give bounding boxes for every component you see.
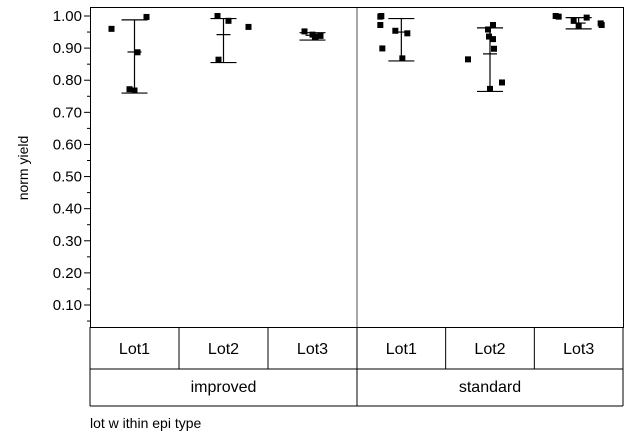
data-point bbox=[143, 13, 150, 20]
data-point bbox=[378, 13, 385, 19]
data-point bbox=[392, 27, 399, 34]
data-point bbox=[485, 26, 491, 33]
y-tick-label: 0.50 bbox=[53, 169, 82, 186]
data-point bbox=[225, 17, 232, 24]
data-point bbox=[487, 85, 493, 92]
data-point bbox=[490, 36, 496, 43]
data-point bbox=[598, 21, 605, 28]
data-point bbox=[317, 32, 324, 39]
data-point bbox=[491, 45, 497, 52]
lot-marks bbox=[108, 13, 150, 94]
data-point bbox=[215, 56, 222, 63]
data-point bbox=[583, 14, 590, 21]
y-axis: 0.10 0.20 0.30 0.40 0.50 0.60 0.70 0.80 0.90 1.00 bbox=[53, 8, 90, 322]
lot-marks bbox=[552, 13, 605, 30]
data-point bbox=[575, 22, 582, 29]
data-point bbox=[214, 13, 221, 19]
x-group-label: standard bbox=[459, 379, 521, 396]
data-point bbox=[486, 33, 492, 40]
data-point bbox=[131, 87, 138, 94]
x-category-label: Lot3 bbox=[563, 341, 594, 358]
y-tick-label: 0.70 bbox=[53, 104, 82, 121]
x-category-label: Lot3 bbox=[297, 341, 328, 358]
data-point bbox=[465, 56, 471, 63]
data-point bbox=[126, 86, 133, 93]
data-point bbox=[570, 17, 577, 24]
y-tick-label: 0.40 bbox=[53, 201, 82, 218]
data-point bbox=[134, 49, 141, 56]
data-point bbox=[377, 21, 384, 28]
data-point bbox=[490, 21, 496, 28]
y-tick-label: 0.10 bbox=[53, 297, 82, 314]
y-tick-label: 0.80 bbox=[53, 72, 82, 89]
data-point bbox=[312, 33, 319, 40]
y-tick-label: 1.00 bbox=[53, 8, 82, 25]
x-category-label: Lot2 bbox=[208, 341, 239, 358]
lot-marks bbox=[465, 21, 505, 93]
lot-marks bbox=[299, 28, 326, 41]
x-axis-title: lot w ithin epi type bbox=[90, 415, 201, 431]
data-point bbox=[245, 23, 252, 30]
y-tick-label: 0.90 bbox=[53, 40, 82, 57]
data-point bbox=[499, 79, 505, 86]
data-point bbox=[108, 25, 115, 32]
data-point bbox=[555, 13, 562, 20]
y-tick-label: 0.20 bbox=[53, 265, 82, 282]
lot-marks bbox=[210, 13, 252, 64]
x-category-label: Lot1 bbox=[386, 341, 417, 358]
y-axis-title: norm yield bbox=[15, 136, 31, 201]
lot-marks bbox=[377, 13, 415, 62]
y-tick-label: 0.60 bbox=[53, 136, 82, 153]
x-category-label: Lot1 bbox=[119, 341, 150, 358]
data-point bbox=[379, 45, 386, 52]
data-point bbox=[404, 30, 411, 37]
data-marks bbox=[108, 13, 605, 94]
x-category-label: Lot2 bbox=[474, 341, 505, 358]
data-point bbox=[301, 28, 308, 35]
data-point bbox=[399, 55, 406, 62]
y-tick-label: 0.30 bbox=[53, 233, 82, 250]
x-axis-table: Lot1 Lot2 Lot3 improved Lot1 Lot2 Lot3 standard bbox=[89, 327, 624, 407]
x-group-label: improved bbox=[191, 379, 257, 396]
